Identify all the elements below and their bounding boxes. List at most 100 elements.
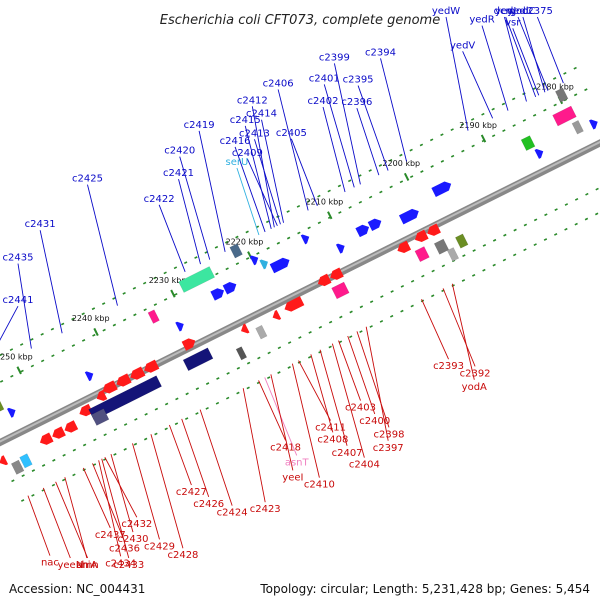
tick-dot bbox=[153, 303, 158, 306]
feature-block bbox=[90, 408, 110, 426]
tick-dot bbox=[123, 447, 127, 451]
gene-label: shiA bbox=[76, 560, 97, 571]
tick-dot bbox=[399, 153, 403, 157]
tick-dot bbox=[266, 246, 270, 250]
kbp-tick bbox=[403, 172, 410, 181]
tick-dot bbox=[225, 267, 229, 271]
tick-dot bbox=[563, 71, 567, 75]
tick-dot bbox=[573, 93, 578, 97]
leader-line bbox=[333, 63, 361, 185]
tick-dot bbox=[400, 284, 405, 288]
tick-dot bbox=[553, 103, 557, 107]
feature-block bbox=[10, 459, 25, 475]
leader-line bbox=[87, 184, 118, 306]
feature-block bbox=[182, 347, 214, 372]
gene-label: c2407 bbox=[332, 448, 363, 459]
tick-dot bbox=[51, 354, 55, 358]
gene-label: yedJ bbox=[495, 6, 516, 17]
tick-dot bbox=[573, 66, 577, 70]
feature-block bbox=[255, 324, 268, 340]
leader-line bbox=[291, 363, 320, 478]
gene-label: c2416 bbox=[220, 136, 251, 147]
tick-dot bbox=[31, 493, 35, 497]
tick-dot bbox=[369, 300, 374, 304]
leader-line bbox=[181, 418, 210, 498]
feature-segment bbox=[102, 380, 118, 394]
feature-block bbox=[552, 105, 577, 127]
tick-dot bbox=[472, 249, 476, 252]
tick-dot bbox=[122, 291, 126, 295]
feature-segment bbox=[534, 148, 544, 159]
tick-dot bbox=[390, 290, 394, 293]
kbp-label: 2200 kbp bbox=[382, 159, 420, 168]
feature-segment bbox=[39, 432, 54, 445]
leader-line bbox=[244, 125, 272, 229]
feature-segment bbox=[335, 243, 345, 254]
gene-label: c2423 bbox=[250, 504, 281, 515]
leader-line bbox=[101, 458, 130, 559]
feature-segment bbox=[355, 224, 370, 238]
tick-dot bbox=[389, 185, 393, 189]
gene-label: yedW bbox=[432, 6, 460, 17]
tick-dot bbox=[358, 200, 363, 204]
feature-segment bbox=[284, 296, 305, 312]
feature-block bbox=[446, 247, 460, 262]
leader-line bbox=[179, 156, 211, 260]
feature-arrow bbox=[0, 455, 9, 466]
feature-segment bbox=[397, 240, 412, 254]
tick-dot bbox=[574, 222, 578, 226]
gene-label: c2418 bbox=[270, 442, 301, 453]
tick-dot bbox=[503, 233, 507, 237]
tick-dot bbox=[133, 442, 138, 446]
tick-dot bbox=[564, 227, 568, 231]
leader-line bbox=[365, 326, 389, 441]
tick-dot bbox=[246, 361, 251, 365]
tick-dot bbox=[523, 248, 527, 252]
gene-label: c2433 bbox=[113, 560, 144, 571]
tick-dot bbox=[40, 332, 44, 336]
tick-dot bbox=[195, 387, 200, 391]
feature-arrow bbox=[431, 181, 452, 197]
gene-labels: c2441 c2435 c2431 c2425 c2422 c2421 c2420 c2419… bbox=[3, 6, 553, 571]
tick-dot bbox=[306, 199, 311, 203]
tick-dot bbox=[72, 473, 76, 477]
tick-dot bbox=[226, 371, 230, 375]
feature-segment bbox=[84, 371, 94, 382]
leader-line bbox=[442, 288, 476, 367]
kbp-label: 2210 kbp bbox=[306, 198, 344, 207]
tick-dot bbox=[276, 241, 281, 245]
gene-label: c2400 bbox=[359, 416, 390, 427]
tick-dot bbox=[163, 298, 168, 301]
gene-label: c2432 bbox=[121, 519, 152, 530]
feature-block bbox=[19, 453, 33, 469]
tick-dot bbox=[123, 423, 128, 426]
leader-line bbox=[234, 146, 266, 233]
tick-dot bbox=[298, 336, 302, 339]
tick-dot bbox=[71, 317, 75, 321]
feature-block bbox=[229, 243, 243, 259]
feature-arrow bbox=[181, 338, 196, 351]
tick-dot bbox=[113, 453, 117, 456]
feature-segment bbox=[398, 208, 419, 225]
gene-label: c2401 bbox=[309, 73, 340, 84]
leader-line bbox=[290, 138, 318, 207]
tick-dot bbox=[103, 433, 107, 437]
tick-dot bbox=[369, 325, 373, 328]
feature-box bbox=[147, 309, 160, 324]
tick-dot bbox=[142, 281, 147, 285]
tick-dot bbox=[154, 432, 158, 436]
leader-line bbox=[242, 388, 266, 503]
gene-label: c2419 bbox=[184, 120, 215, 131]
tick-dot bbox=[81, 312, 85, 316]
gene-label: c2429 bbox=[144, 541, 175, 552]
gene-label: c2404 bbox=[349, 460, 380, 471]
feature-box bbox=[10, 459, 25, 475]
feature-segment bbox=[144, 359, 160, 373]
leader-line bbox=[110, 454, 134, 533]
tick-dot bbox=[287, 366, 291, 369]
tick-dot bbox=[533, 243, 537, 247]
tick-dot bbox=[307, 355, 312, 359]
tick-dot bbox=[379, 190, 383, 194]
map-title: Escherichia coli CFT073, complete genome bbox=[160, 13, 440, 28]
gene-label: c2399 bbox=[319, 52, 350, 63]
